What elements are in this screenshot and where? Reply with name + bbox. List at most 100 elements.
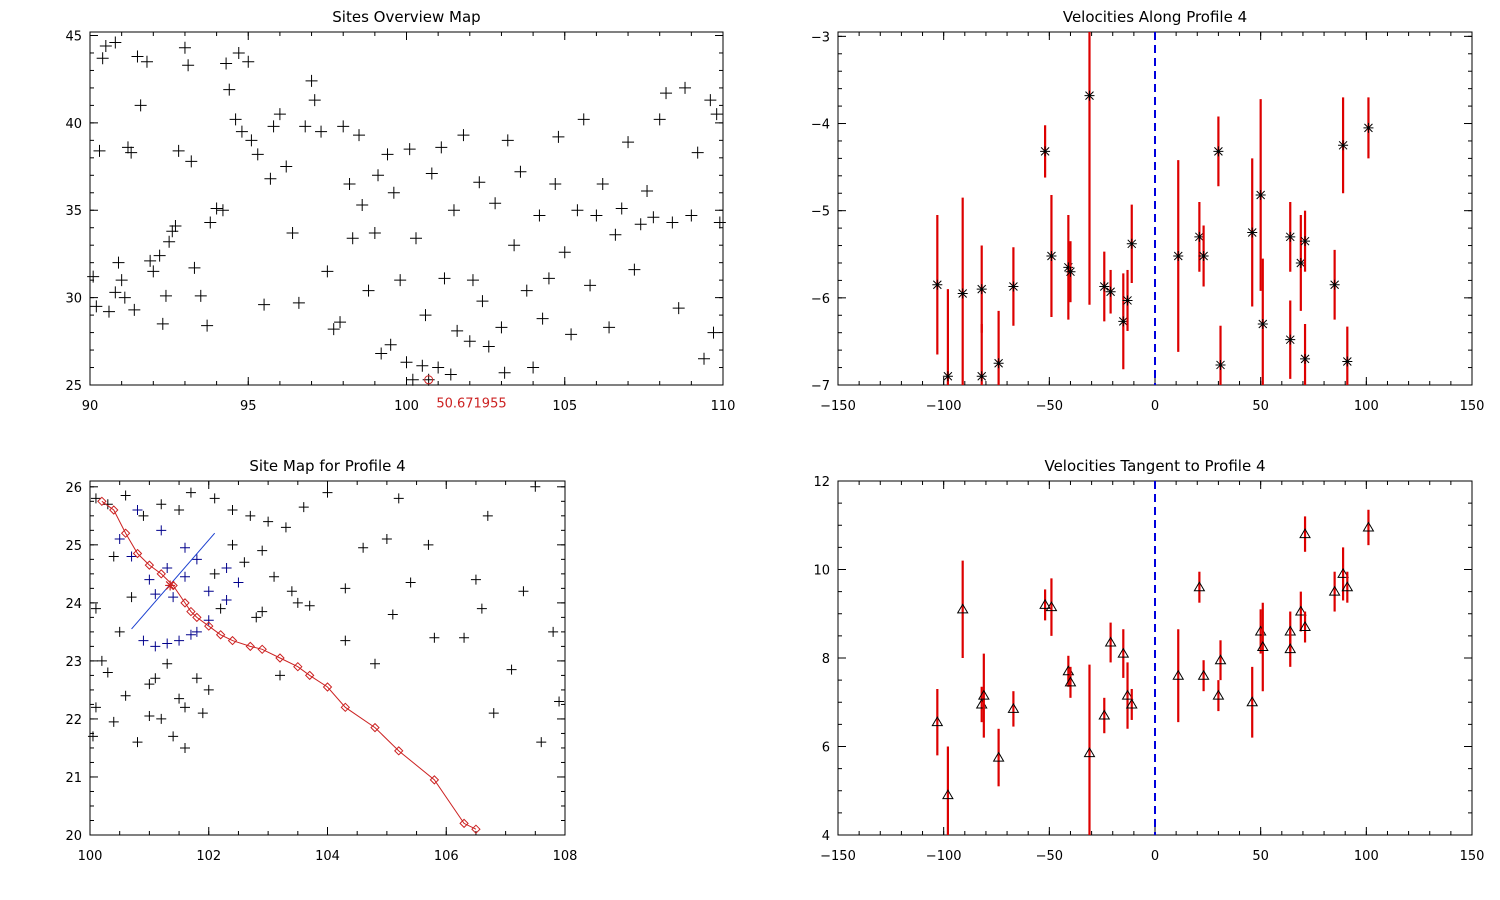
site-marker	[185, 487, 196, 498]
site-marker	[168, 731, 179, 742]
site-marker	[258, 298, 271, 311]
profile-node-diamond	[394, 746, 404, 756]
data-point-asterisk	[1118, 316, 1129, 327]
profile-node-diamond	[132, 548, 143, 559]
data-point-triangle	[1284, 643, 1297, 654]
data-point-triangle	[1341, 581, 1354, 592]
data-point-asterisk	[1008, 281, 1019, 292]
profile-site-marker	[221, 563, 232, 574]
site-marker	[257, 545, 268, 556]
site-marker	[108, 716, 119, 727]
site-marker	[425, 167, 438, 180]
site-marker	[707, 326, 720, 339]
site-marker	[263, 516, 274, 527]
site-marker	[159, 289, 172, 302]
chart-title: Sites Overview Map	[332, 8, 480, 26]
x-tick-label: 100	[78, 849, 103, 864]
profile-site-marker	[144, 574, 155, 585]
site-marker	[194, 289, 207, 302]
site-marker	[156, 499, 167, 510]
site-marker	[370, 658, 380, 669]
y-tick-label: 24	[65, 597, 82, 612]
data-point-triangle	[1121, 689, 1134, 700]
data-point-triangle	[1117, 647, 1130, 658]
data-point-asterisk	[1198, 251, 1209, 262]
site-marker	[232, 46, 245, 59]
site-marker	[286, 226, 299, 239]
data-point-asterisk	[1338, 140, 1349, 151]
x-tick-label: 102	[196, 849, 221, 864]
profile-site-marker	[185, 629, 196, 640]
data-point-asterisk	[1285, 231, 1296, 242]
data-point-asterisk	[1215, 359, 1226, 370]
site-marker	[514, 165, 527, 178]
site-marker	[188, 261, 201, 274]
site-marker	[609, 228, 622, 241]
profile-node-diamond	[109, 505, 119, 515]
site-marker	[128, 303, 141, 316]
site-marker	[518, 586, 529, 597]
profile-site-marker	[162, 638, 173, 649]
site-marker	[118, 291, 131, 304]
y-tick-label: 45	[65, 29, 82, 44]
x-tick-label: 100	[1354, 849, 1379, 864]
site-marker	[666, 216, 679, 229]
profile-site-marker	[150, 641, 161, 652]
site-marker	[353, 129, 366, 142]
site-marker	[182, 59, 195, 72]
y-tick-label: 26	[65, 481, 82, 496]
site-marker	[634, 218, 647, 231]
site-marker	[132, 737, 143, 748]
profile-node-diamond	[186, 606, 196, 617]
data-point-asterisk	[1342, 356, 1353, 367]
site-marker	[163, 235, 176, 248]
site-marker	[416, 359, 429, 372]
site-marker	[162, 658, 173, 669]
y-tick-label: 25	[65, 539, 82, 554]
site-marker	[375, 347, 388, 360]
y-tick-label: −4	[811, 118, 830, 133]
data-point-asterisk	[1329, 279, 1340, 290]
profile-center-marker	[165, 580, 176, 591]
site-marker	[622, 136, 635, 149]
profile-site-marker	[191, 626, 202, 637]
site-marker	[384, 338, 397, 351]
site-marker	[308, 94, 321, 107]
site-marker	[476, 295, 489, 308]
site-marker	[641, 185, 654, 198]
site-marker	[209, 493, 220, 504]
x-tick-label: 110	[711, 399, 736, 414]
x-tick-label: 0	[1151, 849, 1159, 864]
site-marker	[698, 352, 711, 365]
site-marker	[558, 246, 571, 259]
data-point-triangle	[1064, 676, 1077, 687]
data-point-triangle	[1299, 528, 1311, 539]
data-point-triangle	[1193, 581, 1206, 592]
site-marker	[470, 574, 481, 585]
site-marker	[108, 551, 119, 562]
site-marker	[368, 226, 381, 239]
chart-title: Velocities Tangent to Profile 4	[1044, 457, 1265, 475]
profile-node-diamond	[245, 641, 256, 652]
x-tick-label: 100	[394, 399, 419, 414]
site-marker	[340, 583, 351, 594]
site-marker	[286, 586, 297, 597]
data-point-asterisk	[1257, 318, 1268, 329]
plot-frame	[89, 31, 724, 386]
x-tick-label: 105	[552, 399, 577, 414]
chart-title: Site Map for Profile 4	[249, 457, 405, 475]
site-marker	[131, 50, 144, 63]
site-marker	[144, 254, 157, 267]
data-point-triangle	[1362, 521, 1375, 532]
data-point-asterisk	[1040, 146, 1051, 157]
site-marker	[530, 481, 541, 492]
profile-node-diamond	[227, 635, 238, 646]
profile-node-diamond	[429, 775, 440, 785]
data-point-asterisk	[1300, 236, 1311, 247]
x-tick-label: 150	[1460, 849, 1485, 864]
site-marker	[292, 597, 303, 608]
data-point-triangle	[1212, 689, 1225, 700]
x-tick-label: −150	[820, 399, 856, 414]
site-marker	[144, 679, 155, 690]
x-tick-label: −100	[926, 399, 962, 414]
